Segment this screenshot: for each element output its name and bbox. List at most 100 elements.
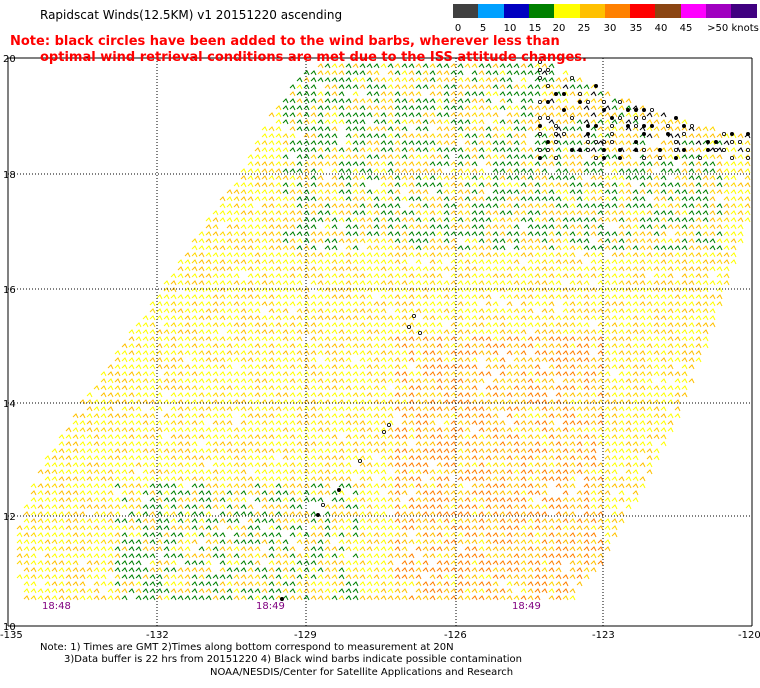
- legend-swatch: [706, 4, 732, 18]
- contamination-circle: [714, 139, 719, 144]
- contamination-circle: [538, 147, 543, 152]
- wind-barbs: [16, 63, 751, 601]
- contamination-circle: [730, 155, 735, 160]
- wind-speed-legend: 0 5 10 15 20 25 30 35 40 45 >50 knots: [453, 4, 759, 36]
- contamination-circle: [406, 324, 411, 329]
- contamination-circle: [658, 155, 663, 160]
- wind-barb-field: [16, 63, 751, 601]
- contamination-circle: [618, 147, 623, 152]
- contamination-circle: [674, 116, 679, 121]
- contamination-circle: [618, 155, 623, 160]
- contamination-circle: [746, 155, 751, 160]
- contamination-circle: [634, 116, 639, 121]
- contamination-circle: [538, 131, 543, 136]
- lon-label-132: -132: [146, 630, 169, 641]
- contamination-circle: [602, 147, 607, 152]
- contamination-circle: [586, 131, 591, 136]
- legend-label-0: 0: [454, 23, 462, 34]
- lon-label-135: -135: [0, 630, 23, 641]
- legend-swatch: [579, 4, 606, 18]
- lon-label-126: -126: [444, 630, 467, 641]
- contamination-circle: [546, 147, 551, 152]
- contamination-circle: [554, 92, 559, 97]
- contamination-circle: [682, 147, 687, 152]
- note-line-1: Note: black circles have been added to t…: [10, 34, 560, 49]
- contamination-circle: [554, 155, 559, 160]
- contamination-circle: [618, 100, 623, 105]
- credit-line: NOAA/NESDIS/Center for Satellite Applica…: [210, 667, 514, 678]
- legend-label-45: 45: [679, 23, 693, 34]
- legend-swatch: [478, 4, 505, 18]
- contamination-circle: [642, 116, 647, 121]
- time-label-2: 18:49: [256, 601, 285, 612]
- contamination-circle: [666, 124, 671, 129]
- contamination-circle: [546, 139, 551, 144]
- contamination-circle: [546, 84, 551, 89]
- contamination-circle: [594, 84, 599, 89]
- contamination-circle: [594, 124, 599, 129]
- contamination-circle: [381, 429, 386, 434]
- contamination-circle: [634, 139, 639, 144]
- legend-label-35: 35: [629, 23, 643, 34]
- contamination-circle: [586, 124, 591, 129]
- contamination-circle: [610, 139, 615, 144]
- contamination-circle: [674, 147, 679, 152]
- contamination-circle: [642, 124, 647, 129]
- legend-label-5: 5: [479, 23, 487, 34]
- contamination-circle: [570, 147, 575, 152]
- legend-swatch: [680, 4, 707, 18]
- lat-label-14: 14: [3, 399, 16, 410]
- contamination-circle: [618, 116, 623, 121]
- contamination-circle: [586, 139, 591, 144]
- note-line-2: optimal wind retrieval conditions are me…: [40, 50, 587, 65]
- contamination-circle: [320, 502, 325, 507]
- legend-swatch: [655, 4, 682, 18]
- contamination-circle: [594, 155, 599, 160]
- contamination-circle: [682, 131, 687, 136]
- lon-label-129: -129: [294, 630, 317, 641]
- contamination-circle: [538, 68, 543, 73]
- contamination-circle: [650, 108, 655, 113]
- contamination-circle: [570, 116, 575, 121]
- wind-barbs: [394, 336, 604, 601]
- contamination-circle: [610, 124, 615, 129]
- contamination-circle: [674, 155, 679, 160]
- lat-label-10: 10: [3, 622, 16, 633]
- contamination-circle: [538, 100, 543, 105]
- contamination-circle: [690, 124, 695, 129]
- contamination-circle: [738, 139, 743, 144]
- contamination-circle: [634, 124, 639, 129]
- lat-label-18: 18: [3, 170, 16, 181]
- legend-label-30: 30: [603, 23, 617, 34]
- contamination-circle: [626, 124, 631, 129]
- contamination-circle: [417, 330, 422, 335]
- footnote-line-1: Note: 1) Times are GMT 2)Times along bot…: [40, 642, 454, 653]
- wind-barbs: [541, 70, 751, 153]
- contamination-circle: [746, 131, 751, 136]
- contamination-circle: [706, 147, 711, 152]
- legend-swatch: [503, 4, 530, 18]
- lat-lon-grid: [7, 57, 753, 627]
- contamination-circle: [386, 422, 391, 427]
- contamination-circle: [714, 147, 719, 152]
- contamination-circle: [746, 147, 751, 152]
- legend-label-40: 40: [654, 23, 668, 34]
- contamination-circle: [642, 108, 647, 113]
- contamination-circle: [546, 68, 551, 73]
- contamination-circle: [642, 147, 647, 152]
- map-title: Rapidscat Winds(12.5KM) v1 20151220 asce…: [40, 8, 343, 22]
- legend-label-50: >50 knots: [707, 23, 759, 34]
- wind-barbs: [16, 63, 751, 601]
- contamination-circle: [562, 108, 567, 113]
- contamination-circle: [578, 147, 583, 152]
- contamination-circle: [411, 313, 416, 318]
- contamination-circle: [610, 116, 615, 121]
- legend-label-20: 20: [552, 23, 566, 34]
- contamination-circle: [586, 147, 591, 152]
- legend-swatch: [528, 4, 555, 18]
- contamination-circle: [578, 100, 583, 105]
- lat-label-16: 16: [3, 285, 16, 296]
- contamination-circle: [554, 124, 559, 129]
- contamination-circle: [336, 487, 341, 492]
